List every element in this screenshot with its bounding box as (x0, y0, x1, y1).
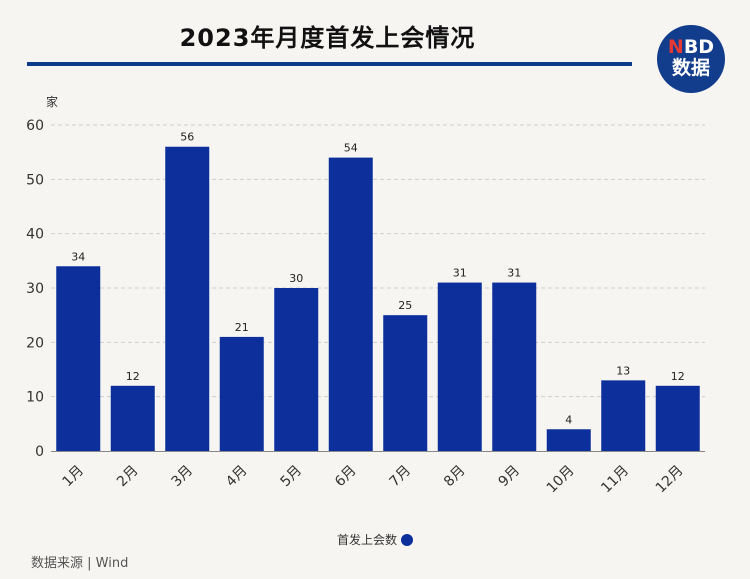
grid-lines (51, 124, 705, 398)
y-tick-label: 30 (26, 281, 44, 297)
y-tick-label: 60 (26, 118, 44, 134)
x-axis-ticks: 1月 2月 3月 4月 5月 6月 7月 8月 9月 10月 11月 12月 (60, 463, 687, 497)
legend-marker (401, 534, 413, 546)
chart-title: 2023年月度首发上会情况 (179, 24, 476, 52)
data-label: 56 (180, 131, 194, 144)
data-label: 30 (289, 272, 303, 285)
x-tick-label: 10月 (544, 463, 578, 497)
data-label: 25 (398, 299, 412, 312)
data-label: 4 (565, 413, 572, 426)
logo-subtext: 数据 (671, 57, 710, 79)
bar (274, 288, 319, 451)
data-labels: 34 12 56 21 30 54 25 31 31 4 13 12 (71, 131, 685, 427)
data-label: 13 (616, 364, 630, 377)
bar (492, 282, 537, 451)
legend-label: 首发上会数 (336, 533, 397, 547)
bar (655, 385, 700, 451)
bar (56, 266, 101, 451)
x-tick-label: 3月 (169, 463, 197, 491)
nbd-logo: NBD 数据 (657, 25, 725, 93)
bars (56, 146, 700, 451)
x-tick-label: 8月 (441, 463, 469, 491)
source-note: 数据来源 | Wind (31, 556, 129, 571)
bar (383, 315, 428, 451)
logo-letters: BD (683, 36, 715, 58)
bar (110, 385, 155, 451)
x-tick-label: 5月 (278, 463, 306, 491)
data-label: 21 (235, 321, 249, 334)
x-tick-label: 2月 (114, 463, 142, 491)
data-label: 12 (126, 370, 140, 383)
bar (328, 157, 373, 451)
bar (601, 380, 646, 451)
x-tick-label: 7月 (387, 463, 415, 491)
title-underline (27, 62, 632, 66)
data-label: 31 (507, 267, 521, 280)
logo-accent-letter: N (667, 36, 684, 58)
y-tick-label: 20 (26, 335, 44, 351)
data-label: 31 (453, 267, 467, 280)
data-label: 54 (344, 142, 358, 155)
x-tick-label: 11月 (598, 463, 632, 497)
y-tick-label: 10 (26, 390, 44, 406)
x-tick-label: 4月 (223, 463, 251, 491)
legend: 首发上会数 (0, 531, 750, 548)
bar (546, 429, 591, 451)
data-label: 34 (71, 250, 85, 263)
y-axis-unit: 家 (46, 94, 58, 109)
data-label: 12 (671, 370, 685, 383)
bar (165, 146, 210, 451)
y-tick-label: 40 (26, 227, 44, 243)
x-tick-label: 9月 (496, 463, 524, 491)
y-tick-label: 50 (26, 172, 44, 188)
bar (437, 282, 482, 451)
y-axis-ticks: 0 10 20 30 40 50 60 (26, 118, 44, 460)
x-tick-label: 12月 (653, 463, 687, 497)
x-tick-label: 6月 (332, 463, 360, 491)
y-tick-label: 0 (35, 444, 44, 460)
x-tick-label: 1月 (60, 463, 88, 491)
bar (219, 336, 264, 451)
